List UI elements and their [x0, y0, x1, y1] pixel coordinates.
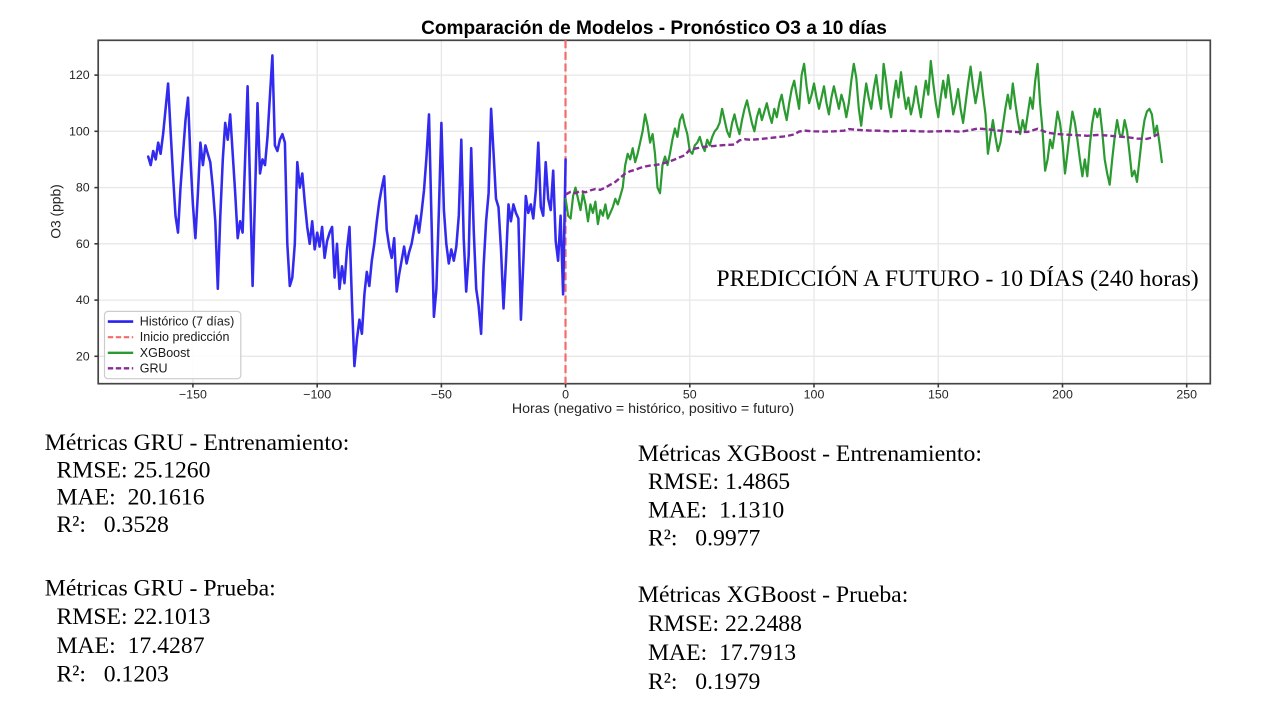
- svg-text:Métricas GRU - Entrenamiento:: Métricas GRU - Entrenamiento:: [45, 430, 350, 456]
- svg-text:0: 0: [562, 388, 569, 402]
- svg-text:Comparación de Modelos - Pronó: Comparación de Modelos - Pronóstico O3 a…: [421, 18, 887, 39]
- svg-text:Métricas XGBoost - Prueba:: Métricas XGBoost - Prueba:: [638, 582, 908, 608]
- svg-text:−150: −150: [179, 388, 207, 402]
- svg-text:−100: −100: [303, 388, 331, 402]
- svg-text:60: 60: [76, 237, 90, 251]
- svg-text:Histórico (7 días): Histórico (7 días): [140, 315, 234, 329]
- svg-text:RMSE: 25.1260: RMSE: 25.1260: [57, 457, 211, 483]
- svg-text:80: 80: [76, 181, 90, 195]
- svg-text:Métricas GRU - Prueba:: Métricas GRU - Prueba:: [45, 576, 276, 602]
- svg-text:R²: 0.9977: R²: 0.9977: [648, 526, 761, 552]
- svg-text:GRU: GRU: [140, 361, 168, 375]
- svg-text:Inicio predicción: Inicio predicción: [140, 330, 230, 344]
- svg-text:RMSE: 22.1013: RMSE: 22.1013: [57, 604, 211, 630]
- svg-text:150: 150: [928, 388, 949, 402]
- svg-text:40: 40: [76, 293, 90, 307]
- svg-text:R²: 0.1203: R²: 0.1203: [57, 661, 169, 687]
- svg-text:O3 (ppb): O3 (ppb): [49, 184, 64, 238]
- svg-text:MAE: 1.1310: MAE: 1.1310: [648, 497, 784, 523]
- svg-text:PREDICCIÓN A FUTURO - 10 DÍAS: PREDICCIÓN A FUTURO - 10 DÍAS (240 horas…: [716, 265, 1198, 292]
- svg-text:XGBoost: XGBoost: [140, 346, 191, 360]
- svg-text:RMSE: 1.4865: RMSE: 1.4865: [648, 469, 790, 495]
- svg-text:MAE: 20.1616: MAE: 20.1616: [57, 485, 205, 511]
- svg-text:120: 120: [69, 68, 90, 82]
- svg-text:200: 200: [1052, 388, 1073, 402]
- svg-text:50: 50: [683, 388, 697, 402]
- svg-text:MAE: 17.4287: MAE: 17.4287: [57, 633, 205, 659]
- svg-text:MAE: 17.7913: MAE: 17.7913: [648, 640, 796, 666]
- svg-text:20: 20: [76, 349, 90, 363]
- svg-text:Horas (negativo = histórico, p: Horas (negativo = histórico, positivo = …: [512, 401, 794, 417]
- svg-text:R²: 0.1979: R²: 0.1979: [648, 669, 760, 695]
- svg-text:−50: −50: [431, 388, 452, 402]
- svg-text:100: 100: [804, 388, 825, 402]
- svg-text:RMSE: 22.2488: RMSE: 22.2488: [648, 611, 802, 637]
- svg-text:R²: 0.3528: R²: 0.3528: [57, 512, 169, 538]
- svg-text:Métricas XGBoost - Entrenamien: Métricas XGBoost - Entrenamiento:: [638, 441, 982, 467]
- svg-text:100: 100: [69, 124, 90, 138]
- svg-text:250: 250: [1176, 388, 1197, 402]
